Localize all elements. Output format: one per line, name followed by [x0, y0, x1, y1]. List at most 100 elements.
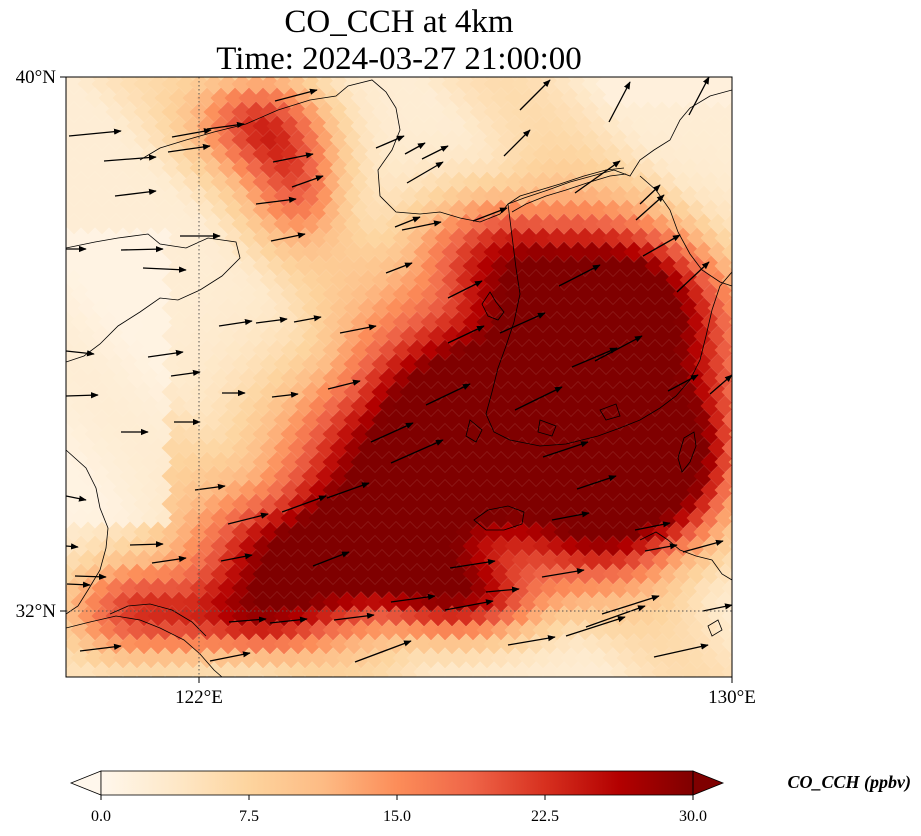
- field-cell: [728, 122, 732, 130]
- field-cell: [66, 297, 85, 319]
- field-cell: [91, 77, 99, 81]
- field-cell: [66, 353, 85, 375]
- wind-arrow: [406, 161, 444, 184]
- field-cell: [455, 77, 477, 95]
- field-cell: [714, 451, 732, 473]
- field-cell: [121, 675, 125, 677]
- field-cell: [66, 157, 85, 179]
- field-cell: [66, 521, 85, 543]
- field-cell: [653, 675, 657, 677]
- field-cell: [329, 77, 337, 81]
- field-cell: [499, 675, 503, 677]
- field-cell: [695, 675, 699, 677]
- field-cell: [303, 675, 307, 677]
- wind-arrow: [339, 324, 377, 334]
- field-cell: [539, 77, 547, 81]
- wind-arrow: [151, 555, 187, 564]
- wind-arrow: [421, 145, 449, 160]
- wind-arrow: [551, 511, 590, 521]
- field-cell: [721, 241, 732, 263]
- field-cell: [147, 77, 155, 81]
- field-cell: [427, 77, 435, 81]
- field-cell: [66, 549, 85, 571]
- field-cell: [66, 325, 85, 347]
- lon-label-122: 122°E: [175, 687, 223, 708]
- wind-arrow: [676, 261, 710, 293]
- wind-arrow: [485, 586, 520, 593]
- wind-arrow: [170, 369, 201, 377]
- field-cell: [66, 409, 85, 431]
- field-cell: [287, 77, 295, 81]
- field-cell: [721, 633, 732, 655]
- field-cell: [231, 77, 239, 81]
- wind-arrow: [635, 194, 665, 221]
- wind-arrow: [274, 88, 318, 102]
- field-cell: [175, 77, 197, 95]
- field-cell: [728, 346, 732, 354]
- wind-arrow: [644, 543, 678, 552]
- wind-arrow: [425, 383, 471, 406]
- field-cell: [189, 77, 197, 81]
- field-cell: [245, 77, 267, 95]
- field-cell: [385, 77, 393, 81]
- wind-arrow: [79, 643, 122, 652]
- field-cell: [66, 129, 85, 151]
- field-cell: [399, 77, 407, 81]
- wind-arrow: [449, 558, 496, 569]
- wind-arrow: [120, 246, 164, 253]
- field-cell: [373, 675, 377, 677]
- field-cell: [623, 77, 631, 81]
- wind-arrow: [129, 541, 164, 548]
- wind-arrow: [472, 207, 508, 222]
- wind-arrow: [390, 439, 444, 464]
- field-cell: [611, 675, 615, 677]
- field-cell: [728, 262, 732, 270]
- wind-arrow: [68, 128, 122, 137]
- field-cell: [497, 77, 505, 81]
- map-frame: [65, 76, 733, 678]
- field-cell: [217, 77, 239, 95]
- wind-arrow: [281, 495, 327, 513]
- colorbar-tick-label: 0.0: [91, 808, 111, 825]
- field-cell: [119, 77, 141, 95]
- field-cell: [133, 77, 141, 81]
- field-cell: [79, 675, 83, 677]
- field-cell: [651, 77, 659, 81]
- field-cell: [667, 675, 671, 677]
- field-cell: [721, 353, 732, 375]
- field-cell: [553, 77, 575, 95]
- field-cell: [511, 77, 519, 81]
- wind-arrow: [576, 475, 617, 490]
- field-cell: [679, 77, 701, 95]
- colorbar-tick-label: 30.0: [679, 808, 707, 825]
- field-cell: [443, 675, 447, 677]
- wind-arrow: [370, 422, 414, 443]
- field-cell: [714, 647, 732, 669]
- field-cell: [357, 77, 365, 81]
- colorbar-title: CO_CCH (ppbv): [788, 772, 912, 793]
- field-cell: [66, 269, 85, 291]
- field-cell: [66, 493, 85, 515]
- field-cell: [714, 507, 732, 529]
- field-cell: [721, 185, 732, 207]
- field-cell: [401, 675, 405, 677]
- field-cell: [714, 339, 732, 361]
- map-panel: [66, 77, 732, 677]
- field-cell: [525, 77, 547, 95]
- field-cell: [233, 675, 237, 677]
- field-cell: [714, 479, 732, 501]
- field-cell: [721, 157, 732, 179]
- field-cell: [693, 77, 701, 81]
- field-cell: [161, 77, 169, 81]
- field-cell: [728, 486, 732, 494]
- field-cell: [77, 77, 99, 95]
- field-cell: [714, 367, 732, 389]
- field-cell: [721, 381, 732, 403]
- wind-arrow: [66, 392, 99, 399]
- wind-arrow: [228, 616, 267, 623]
- field-cell: [66, 77, 85, 95]
- field-cell: [728, 206, 732, 214]
- wind-arrow: [404, 142, 426, 155]
- wind-arrow: [194, 483, 226, 491]
- colorbar-ticks: [100, 795, 694, 800]
